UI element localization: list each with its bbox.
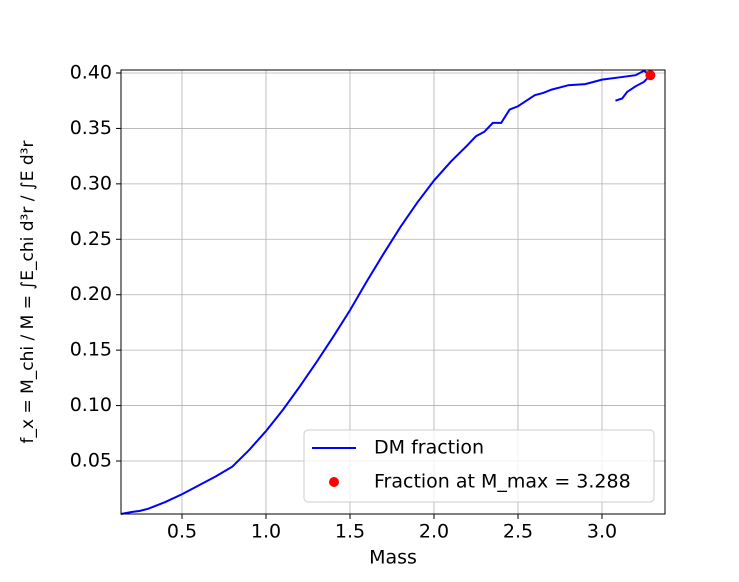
y-tick-label: 0.25 bbox=[70, 228, 112, 250]
x-tick-label: 0.5 bbox=[167, 521, 197, 543]
y-axis-label: f_x = M_chi / M = ∫E_chi d³r / ∫E d³r bbox=[18, 141, 38, 444]
y-tick-label: 0.05 bbox=[70, 450, 112, 472]
legend-marker bbox=[329, 477, 339, 487]
x-tick-label: 2.5 bbox=[503, 521, 533, 543]
data-point bbox=[645, 70, 656, 81]
x-axis-label: Mass bbox=[369, 547, 417, 569]
y-tick-label: 0.20 bbox=[70, 283, 112, 305]
x-tick-label: 2.0 bbox=[419, 521, 449, 543]
x-tick-label: 1.5 bbox=[335, 521, 365, 543]
legend-box bbox=[303, 429, 655, 503]
y-tick-label: 0.10 bbox=[70, 394, 112, 416]
x-tick-label: 1.0 bbox=[251, 521, 281, 543]
y-tick-label: 0.40 bbox=[70, 61, 112, 83]
y-tick-label: 0.30 bbox=[70, 172, 112, 194]
y-tick-label: 0.35 bbox=[70, 117, 112, 139]
x-tick-label: 3.0 bbox=[587, 521, 617, 543]
data-line bbox=[120, 69, 652, 515]
legend-label: DM fraction bbox=[374, 437, 484, 459]
y-tick-label: 0.15 bbox=[70, 339, 112, 361]
legend-label: Fraction at M_max = 3.288 bbox=[374, 471, 631, 493]
plot-frame bbox=[120, 69, 666, 515]
